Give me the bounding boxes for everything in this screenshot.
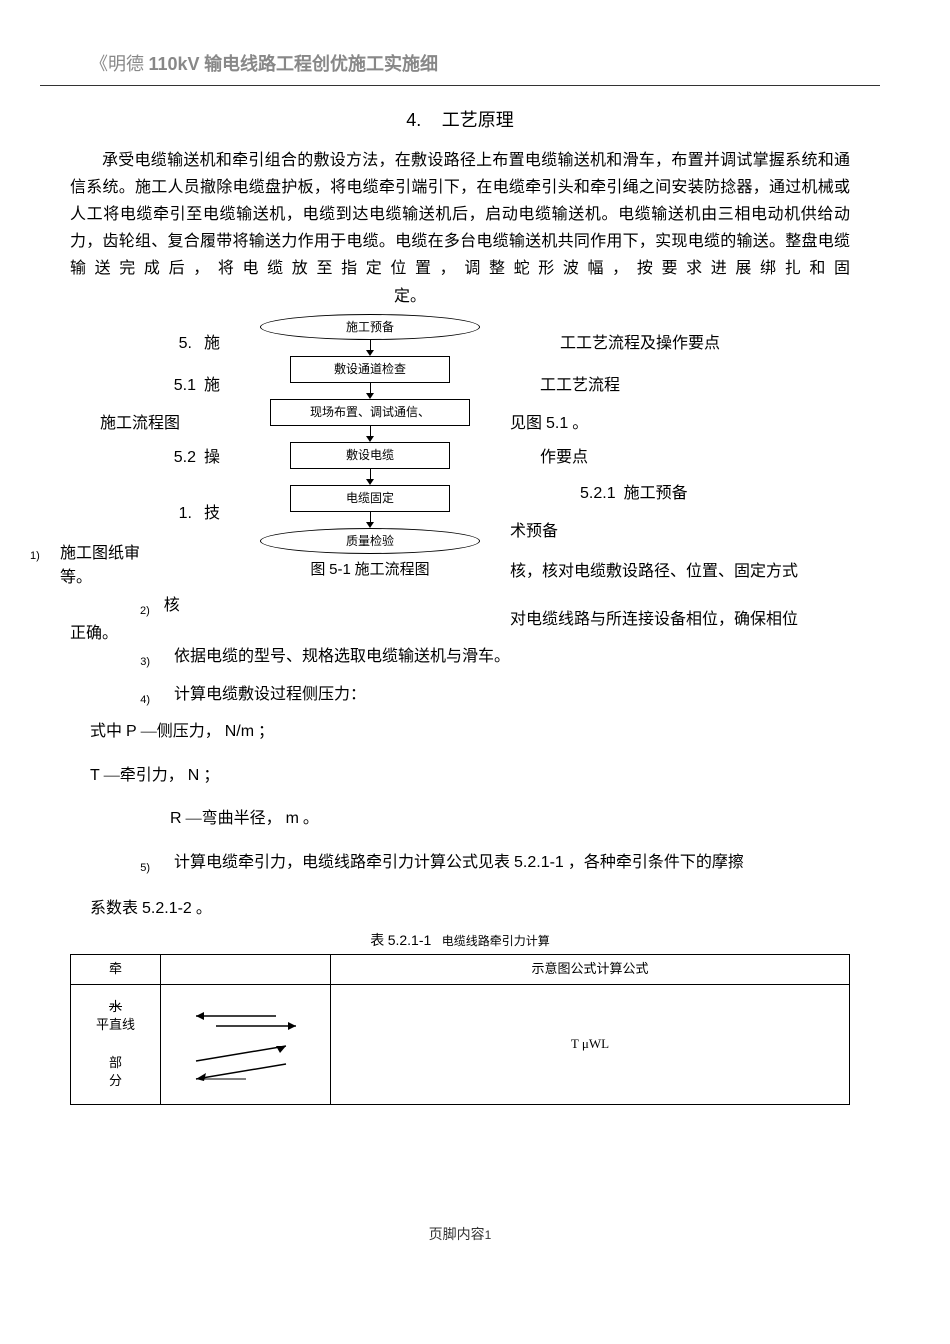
table-h2: 示意图公式计算公式 (331, 954, 850, 984)
flowchart: 施工预备 敷设通道检查 现场布置、调试通信、 敷设电缆 电缆固定 质量检验 图 … (240, 314, 500, 583)
section-4-num: 4. (406, 110, 421, 130)
item-5: 5) 计算电缆牵引力，电缆线路牵引力计算公式见表 5.2.1-1 ，各种牵引条件… (120, 850, 880, 878)
flow-arrow (240, 426, 500, 442)
flow-step-4: 敷设电缆 (290, 442, 450, 469)
flow-caption: 图 5-1 施工流程图 (240, 558, 500, 582)
flow-step-1: 施工预备 (260, 314, 480, 340)
header-kv: 110kV (149, 54, 200, 74)
sub-marker-1: 1) (30, 548, 40, 565)
item-3: 3) 依据电缆的型号、规格选取电缆输送机与滑车。 (120, 644, 880, 672)
item-4: 4) 计算电缆敷设过程侧压力： (120, 682, 880, 710)
diagram-icon (176, 991, 316, 1091)
left-column: 5. 施 5.1 施 施工流程图 5.2 操 1. 技 1) 施工图纸审 (70, 324, 240, 534)
calc-table: 牵 示意图公式计算公式 水 平直线 部 分 T μWL (70, 954, 850, 1105)
flow-step-6: 质量检验 (260, 528, 480, 554)
flow-step-3: 现场布置、调试通信、 (270, 399, 470, 426)
page-footer: 页脚内容1 (40, 1225, 880, 1247)
flow-arrow (240, 469, 500, 485)
formula-T: T —牵引力， N ； (90, 763, 880, 789)
flow-step-5: 电缆固定 (290, 485, 450, 512)
flow-arrow (240, 340, 500, 356)
table-row-label: 水 平直线 部 分 (71, 984, 161, 1104)
item-5-line2: 系数表 5.2.1-2 。 (90, 896, 880, 922)
section-4-text: 工艺原理 (442, 110, 514, 130)
header-prefix: 《明德 (90, 54, 144, 74)
formula-P: 式中 P —侧压力， N/m ； (90, 719, 880, 745)
table-title: 表 5.2.1-1 电缆线路牵引力计算 (40, 929, 880, 953)
flow-area: 5. 施 5.1 施 施工流程图 5.2 操 1. 技 1) 施工图纸审 (70, 314, 850, 634)
page-header: 《明德 110kV 输电线路工程创优施工实施细 (40, 40, 880, 86)
flow-arrow (240, 383, 500, 399)
flow-arrow (240, 512, 500, 528)
paragraph-4: 承受电缆输送机和牵引组合的敷设方法，在敷设路径上布置电缆输送机和滑车，布置并调试… (40, 147, 880, 310)
table-h1: 牵 (71, 954, 161, 984)
section-4-title: 4. 工艺原理 (40, 106, 880, 135)
table-diagram-cell (161, 984, 331, 1104)
flow-step-2: 敷设通道检查 (290, 356, 450, 383)
table-formula-cell: T μWL (331, 984, 850, 1104)
right-column: 工工艺流程及操作要点 工工艺流程 见图 5.1 。 作要点 5.2.1 施工预备… (510, 324, 870, 640)
formula-R: R —弯曲半径， m 。 (170, 806, 880, 832)
table-h-blank (161, 954, 331, 984)
header-suffix: 输电线路工程创优施工实施细 (204, 54, 438, 74)
